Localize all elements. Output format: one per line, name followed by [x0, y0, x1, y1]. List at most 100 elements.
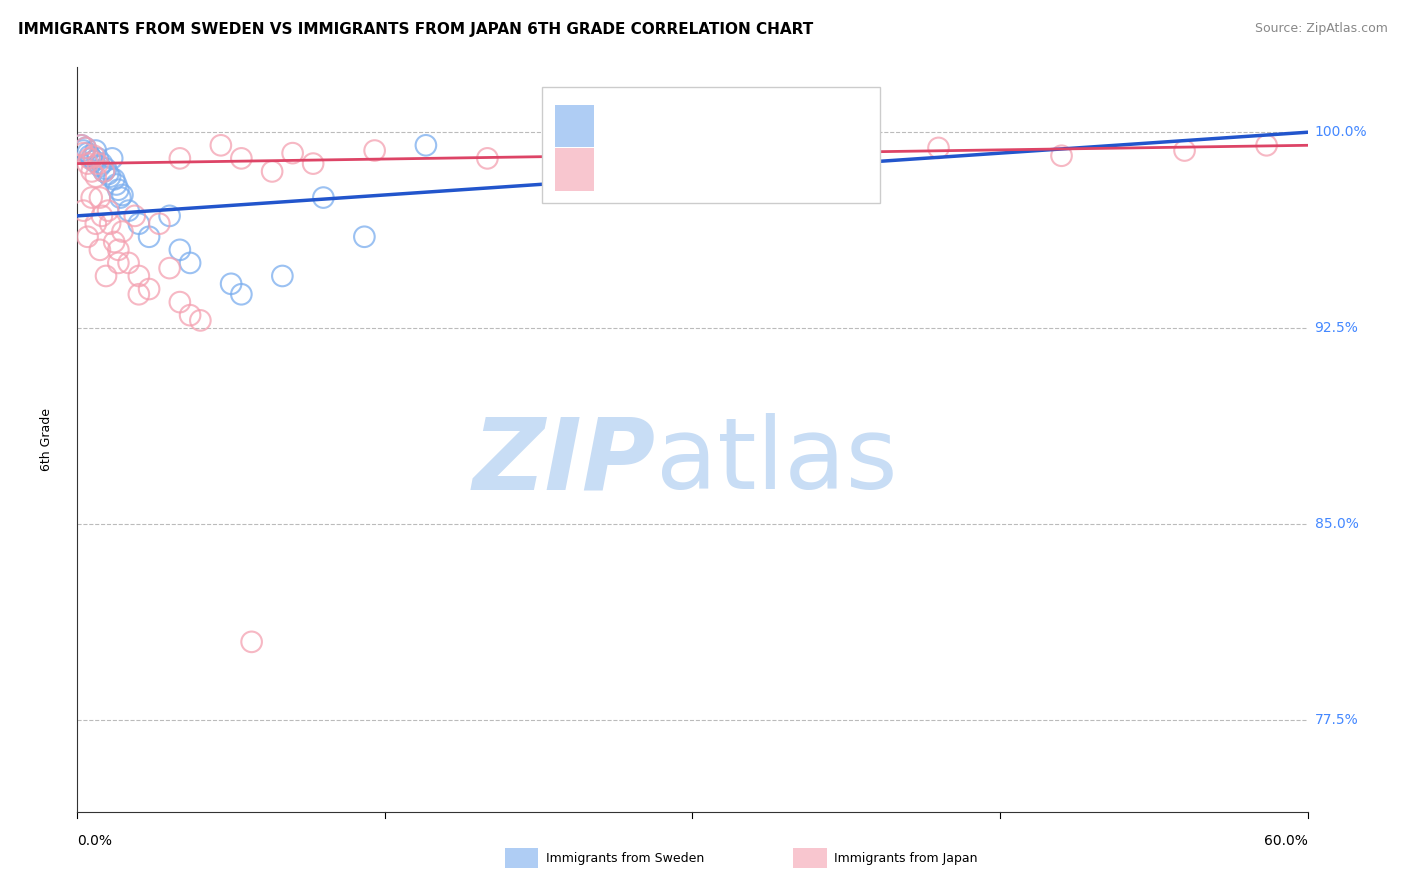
- Point: [83, 149, 105, 163]
- Point: [83, 153, 105, 168]
- Point: [169, 295, 191, 310]
- Point: [231, 152, 253, 166]
- Text: atlas: atlas: [655, 413, 897, 510]
- Text: R =: R =: [605, 119, 638, 134]
- Point: [312, 190, 335, 204]
- Point: [90, 209, 114, 223]
- Point: [640, 138, 662, 153]
- Point: [169, 243, 191, 257]
- Text: 100.0%: 100.0%: [1315, 125, 1367, 139]
- Text: 85.0%: 85.0%: [1315, 517, 1358, 532]
- Text: Immigrants from Japan: Immigrants from Japan: [834, 852, 977, 864]
- Point: [76, 229, 98, 244]
- Point: [209, 138, 232, 153]
- Point: [128, 268, 150, 283]
- Point: [219, 277, 242, 291]
- Text: Immigrants from Sweden: Immigrants from Sweden: [546, 852, 704, 864]
- Point: [415, 138, 437, 153]
- Point: [89, 159, 111, 173]
- Text: ZIP: ZIP: [472, 413, 655, 510]
- Point: [94, 268, 117, 283]
- Point: [783, 146, 806, 161]
- Point: [93, 164, 115, 178]
- Point: [87, 152, 110, 166]
- Point: [93, 164, 115, 178]
- Point: [94, 161, 117, 176]
- Point: [111, 188, 134, 202]
- Point: [928, 141, 950, 155]
- Point: [128, 217, 150, 231]
- Point: [231, 287, 253, 301]
- Point: [84, 169, 107, 184]
- Point: [75, 141, 97, 155]
- Point: [363, 144, 385, 158]
- Point: [1174, 144, 1197, 158]
- Text: 60.0%: 60.0%: [1264, 834, 1308, 848]
- Text: Source: ZipAtlas.com: Source: ZipAtlas.com: [1254, 22, 1388, 36]
- Point: [188, 313, 212, 327]
- Text: 49: 49: [742, 162, 763, 178]
- Point: [72, 146, 94, 161]
- Point: [117, 256, 139, 270]
- Point: [302, 156, 325, 170]
- Text: R =: R =: [605, 162, 638, 178]
- Point: [84, 217, 107, 231]
- Point: [76, 156, 98, 170]
- Point: [281, 146, 304, 161]
- Point: [477, 152, 499, 166]
- Point: [117, 203, 139, 218]
- Point: [271, 268, 294, 283]
- Text: 6th Grade: 6th Grade: [41, 408, 53, 471]
- Point: [98, 169, 121, 184]
- Point: [103, 235, 125, 249]
- Point: [105, 178, 128, 192]
- Point: [138, 282, 160, 296]
- Text: 0.258: 0.258: [647, 119, 695, 134]
- Point: [72, 144, 94, 158]
- Point: [124, 209, 146, 223]
- Point: [103, 172, 125, 186]
- Point: [75, 141, 97, 155]
- Point: [110, 190, 132, 204]
- Point: [169, 152, 191, 166]
- Point: [79, 149, 101, 163]
- Text: 0.030: 0.030: [647, 162, 695, 178]
- Point: [98, 217, 121, 231]
- Point: [70, 138, 93, 153]
- Text: N =: N =: [700, 162, 744, 178]
- Text: 92.5%: 92.5%: [1315, 321, 1358, 335]
- Point: [84, 144, 107, 158]
- Text: 0.0%: 0.0%: [77, 834, 112, 848]
- Point: [179, 256, 201, 270]
- Point: [128, 287, 150, 301]
- Text: IMMIGRANTS FROM SWEDEN VS IMMIGRANTS FROM JAPAN 6TH GRADE CORRELATION CHART: IMMIGRANTS FROM SWEDEN VS IMMIGRANTS FRO…: [18, 22, 814, 37]
- Point: [111, 225, 134, 239]
- Point: [97, 167, 120, 181]
- Point: [80, 152, 103, 166]
- Point: [97, 203, 120, 218]
- Point: [159, 209, 181, 223]
- Point: [262, 164, 284, 178]
- Point: [76, 146, 98, 161]
- Point: [159, 261, 181, 276]
- Point: [101, 152, 124, 166]
- Point: [90, 156, 114, 170]
- Point: [107, 183, 129, 197]
- Point: [72, 203, 94, 218]
- Point: [80, 190, 103, 204]
- Point: [1256, 138, 1278, 153]
- Point: [70, 138, 93, 153]
- Point: [89, 190, 111, 204]
- Text: 77.5%: 77.5%: [1315, 714, 1358, 727]
- Point: [107, 243, 129, 257]
- Point: [240, 635, 263, 649]
- Text: 33: 33: [742, 119, 763, 134]
- Point: [89, 243, 111, 257]
- Point: [148, 217, 170, 231]
- Point: [138, 229, 160, 244]
- Point: [80, 164, 103, 178]
- Point: [179, 308, 201, 322]
- Point: [79, 152, 101, 166]
- Point: [1050, 149, 1073, 163]
- Point: [87, 156, 110, 170]
